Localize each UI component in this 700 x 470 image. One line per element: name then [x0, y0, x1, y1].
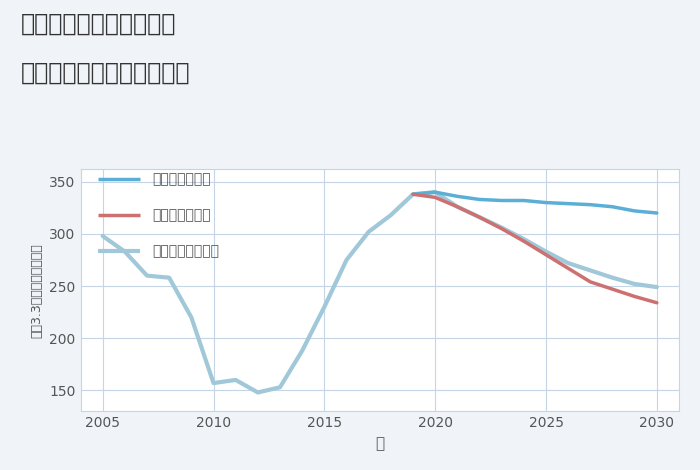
Text: ノーマルシナリオ: ノーマルシナリオ — [153, 244, 219, 258]
Text: 東京都世田谷区東玉川の: 東京都世田谷区東玉川の — [21, 12, 176, 36]
Text: 中古マンションの価格推移: 中古マンションの価格推移 — [21, 61, 190, 85]
Text: グッドシナリオ: グッドシナリオ — [153, 172, 211, 186]
X-axis label: 年: 年 — [375, 436, 384, 451]
Y-axis label: 平（3.3㎡）単価（万円）: 平（3.3㎡）単価（万円） — [31, 243, 43, 337]
Text: バッドシナリオ: バッドシナリオ — [153, 208, 211, 222]
